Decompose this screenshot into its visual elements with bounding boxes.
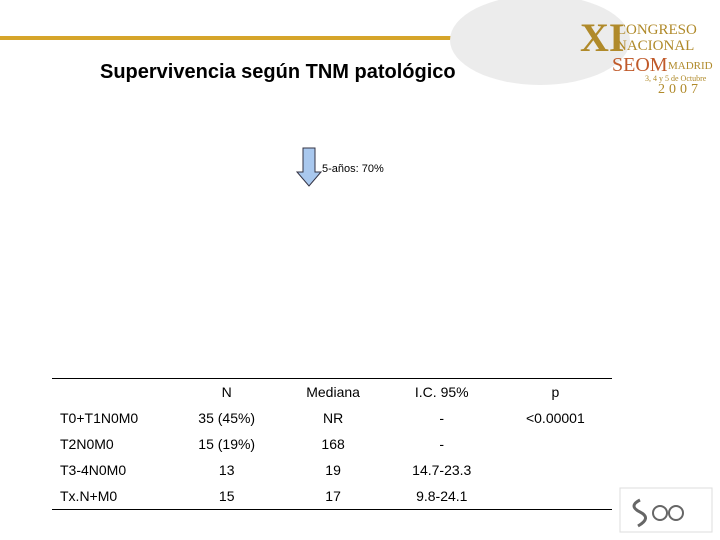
table-cell: 35 (45%): [198, 410, 256, 426]
table: N Mediana I.C. 95% p T0+T1N0M0 35 (45%) NR - <0.…: [52, 378, 612, 510]
arrow: [295, 147, 323, 187]
column-header: Mediana: [306, 384, 360, 400]
column-header: N: [221, 384, 232, 400]
table-cell: 9.8-24.1: [416, 488, 468, 504]
table-cell: 15: [218, 488, 235, 504]
table-row: T2N0M0 15 (19%) 168 -: [52, 431, 612, 457]
logo-org: SEOM: [612, 54, 668, 76]
table-cell: -: [439, 436, 445, 452]
logo-year: 2007: [658, 82, 702, 97]
table-cell: 168: [321, 436, 345, 452]
table-cell: 15 (19%): [198, 436, 256, 452]
table-row: Tx.N+M0 15 17 9.8-24.1: [52, 483, 612, 510]
table-cell: NR: [322, 410, 344, 426]
table-cell: T0+T1N0M0: [60, 410, 139, 426]
seom-mark: [632, 498, 647, 528]
table-row: T3-4N0M0 13 19 14.7-23.3: [52, 457, 612, 483]
table-cell: T3-4N0M0: [60, 462, 127, 478]
logo-bg: [450, 0, 630, 85]
table-row: T0+T1N0M0 35 (45%) NR - <0.00001: [52, 405, 612, 431]
header-bar: [0, 36, 582, 40]
table-cell: 13: [218, 462, 235, 478]
logo-text: CONGRESO: [616, 22, 697, 38]
table-cell: 17: [325, 488, 341, 504]
table-cell: <0.00001: [525, 410, 585, 426]
logo-numeral: XI: [580, 15, 625, 60]
column-header: I.C. 95%: [414, 384, 469, 400]
seom-mark: [668, 505, 684, 521]
table-cell: T2N0M0: [60, 436, 114, 452]
table-cell: 14.7-23.3: [412, 462, 472, 478]
logo-city: MADRID: [668, 60, 713, 72]
table-cell: 19: [325, 462, 341, 478]
table-cell: [499, 431, 612, 457]
column-header: [52, 379, 172, 406]
logo-dates: 3, 4 y 5 de Octubre: [645, 74, 707, 83]
table-cell: -: [439, 410, 445, 426]
table-cell: [499, 483, 612, 510]
logo-text: NACIONAL: [616, 38, 695, 54]
title: Supervivencia según TNM patológico: [100, 61, 456, 83]
table-cell: [499, 457, 612, 483]
seom-mark: [652, 505, 668, 521]
annotation: 5-años: 70%: [322, 163, 384, 175]
column-header: p: [551, 384, 560, 400]
table-cell: Tx.N+M0: [60, 488, 118, 504]
